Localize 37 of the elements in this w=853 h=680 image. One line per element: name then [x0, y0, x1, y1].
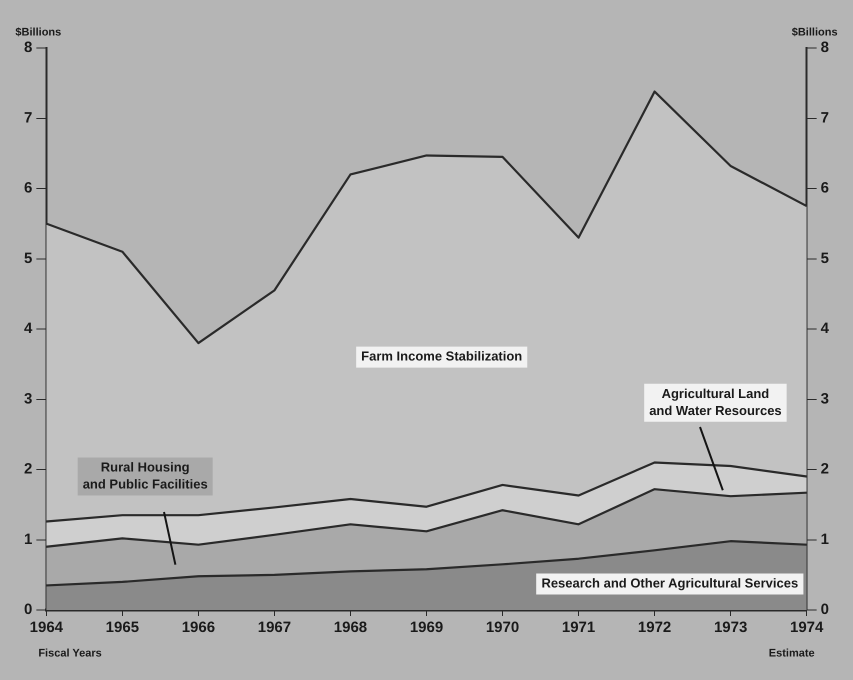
x-tick-label: 1968	[334, 619, 368, 636]
y2-tick-label: 3	[820, 390, 829, 408]
x-tick-label: 1964	[30, 619, 64, 636]
x-tick-label: 1965	[106, 619, 140, 636]
y-tick-label: 6	[24, 180, 32, 197]
series-label: Farm Income Stabilization	[361, 348, 522, 364]
x-tick-label: 1973	[714, 619, 748, 636]
y-tick-label: 3	[24, 390, 32, 408]
series-label: Research and Other Agricultural Services	[541, 576, 798, 591]
text: Agricultural Land and Water Resources	[649, 386, 782, 418]
y-tick-label: 1	[24, 530, 32, 548]
y2-tick-label: 4	[820, 320, 830, 338]
y2-tick-label: 7	[820, 109, 829, 126]
y2-tick-label: 6	[820, 180, 829, 197]
y-tick-label: 4	[24, 320, 33, 338]
y-axis-title: $Billions	[15, 26, 62, 39]
y2-tick-label: 0	[820, 601, 829, 618]
y-tick-label: 8	[24, 39, 32, 56]
x-tick-label: 1969	[410, 619, 444, 636]
x-tick-label: 1972	[638, 619, 672, 636]
y2-tick-label: 8	[820, 39, 829, 56]
text: Fiscal Years	[38, 648, 102, 660]
text: Rural Housing and Public Facilities	[82, 460, 208, 492]
y2-tick-label: 5	[820, 250, 829, 267]
y2-tick-label: 1	[820, 530, 829, 548]
y-tick-label: 7	[24, 109, 32, 126]
x-tick-label: 1970	[486, 619, 520, 636]
x-tick-label: 1967	[258, 619, 292, 636]
y2-axis-title: $Billions	[792, 26, 838, 39]
y-tick-label: 2	[24, 460, 32, 478]
x-tick-label: 1974	[790, 619, 824, 636]
y-tick-label: 5	[24, 250, 32, 267]
text: Estimate	[768, 648, 815, 660]
y-tick-label: 0	[24, 601, 32, 618]
x-tick-label: 1966	[182, 619, 216, 636]
y2-tick-label: 2	[820, 460, 829, 478]
x-tick-label: 1971	[562, 619, 596, 636]
